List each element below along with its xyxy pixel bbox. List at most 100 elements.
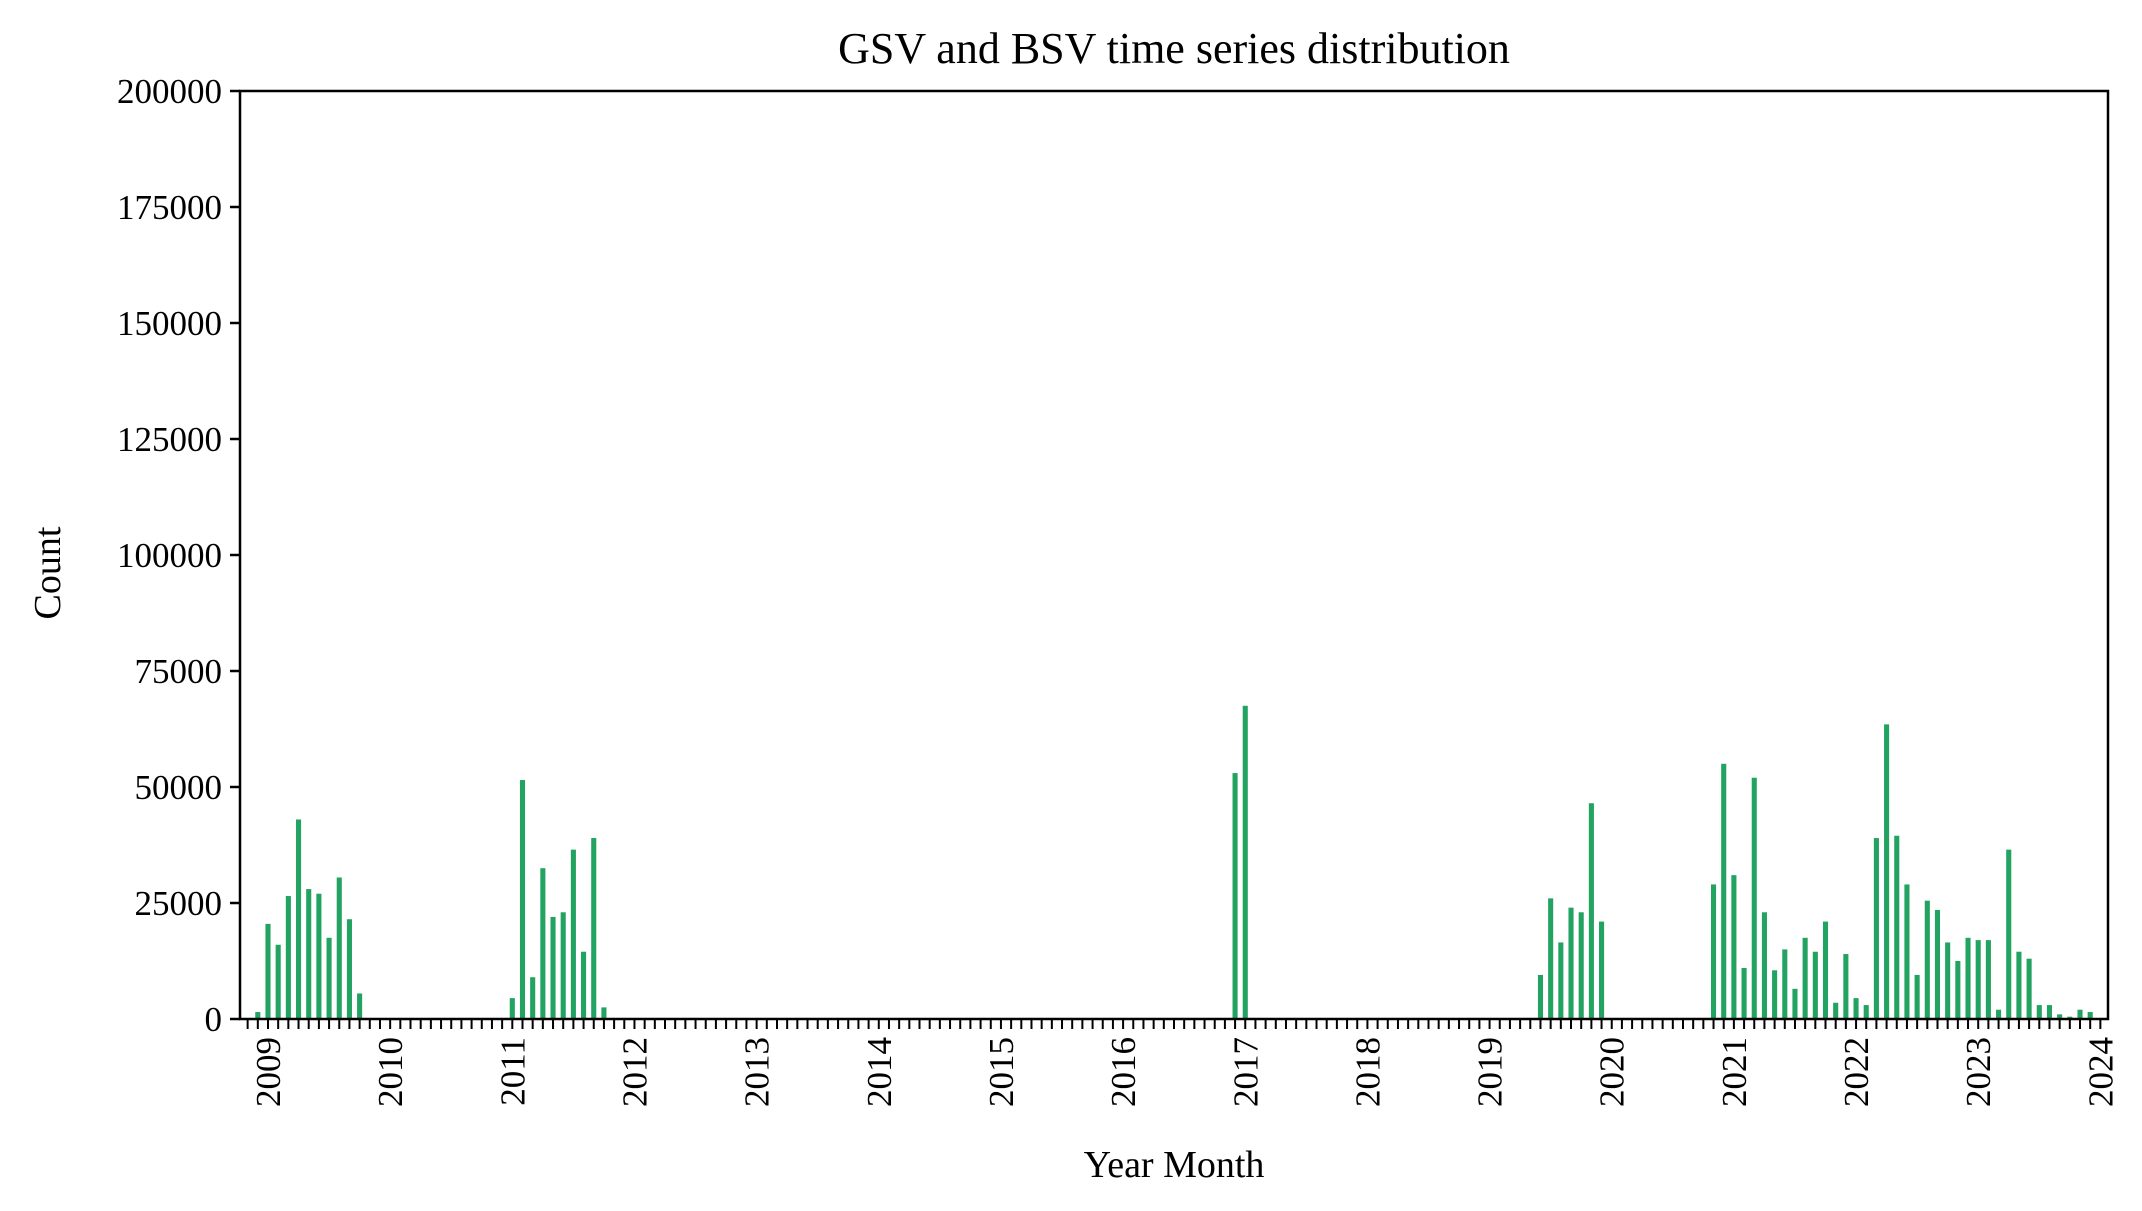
bar (1833, 1002, 1839, 1019)
bar (1578, 912, 1584, 1019)
bar (1863, 1005, 1869, 1019)
bar (2016, 951, 2022, 1019)
x-tick-label: 2022 (1837, 1037, 1876, 1107)
x-tick-label: 2020 (1593, 1037, 1632, 1107)
y-tick-label: 125000 (117, 420, 222, 459)
bar (295, 819, 302, 1019)
bar (1568, 907, 1574, 1019)
bar (1792, 988, 1798, 1019)
bar (316, 893, 322, 1019)
chart-title: GSV and BSV time series distribution (838, 24, 1510, 73)
bar (275, 944, 281, 1019)
bar (1242, 705, 1248, 1019)
bar (1599, 921, 1605, 1019)
x-tick-label: 2010 (371, 1037, 410, 1107)
x-tick-label: 2024 (2081, 1037, 2120, 1107)
y-tick-label: 75000 (135, 652, 223, 691)
bar (1884, 724, 1890, 1019)
bar (530, 977, 536, 1019)
bar (2036, 1005, 2042, 1019)
bar (2026, 958, 2032, 1019)
y-tick-label: 150000 (117, 304, 222, 343)
bars-group (255, 705, 2093, 1019)
bar (591, 838, 597, 1019)
bar (1955, 961, 1961, 1019)
bar (2046, 1005, 2053, 1019)
bar (265, 923, 271, 1019)
bar (550, 916, 556, 1019)
bar (1537, 974, 1544, 1019)
bar (1731, 875, 1737, 1019)
x-tick-label: 2021 (1715, 1037, 1754, 1107)
bar (1924, 900, 1930, 1019)
bar (2077, 1009, 2083, 1019)
bar (1548, 898, 1554, 1019)
bar (1985, 940, 1991, 1019)
bar (1965, 937, 1971, 1019)
x-tick-label: 2017 (1226, 1037, 1265, 1107)
bar (1761, 912, 1767, 1019)
x-tick-label: 2014 (860, 1037, 899, 1107)
bar (2057, 1014, 2063, 1019)
y-tick-label: 100000 (117, 536, 222, 575)
x-tick-label: 2009 (249, 1037, 288, 1107)
bar (1751, 777, 1757, 1019)
bar (1782, 949, 1788, 1019)
x-tick-label: 2015 (982, 1037, 1021, 1107)
bar (346, 919, 352, 1019)
bar (1945, 942, 1951, 1019)
bar (1873, 838, 1879, 1019)
bar (601, 1007, 607, 1019)
plot-frame (238, 89, 2110, 1021)
bar (519, 780, 526, 1019)
bar (540, 868, 546, 1019)
bar (1904, 884, 1910, 1019)
y-tick-label: 175000 (117, 188, 222, 227)
x-axis-ticks: 2009 2010 2011 2012 2013 2014 2015 2016 2017 2018… (246, 1019, 2120, 1107)
bar (1772, 970, 1778, 1019)
y-tick-label: 200000 (117, 72, 222, 111)
y-axis-label: Count (27, 526, 69, 619)
bar (1721, 763, 1727, 1019)
bar (570, 849, 576, 1019)
bar (1914, 974, 1920, 1019)
x-tick-label: 2016 (1104, 1037, 1143, 1107)
bar (336, 877, 342, 1019)
bar (1843, 954, 1849, 1019)
bar (2087, 1012, 2093, 1019)
x-tick-label: 2013 (738, 1037, 777, 1107)
bar (255, 1012, 261, 1019)
bar (2006, 849, 2012, 1019)
bar (1812, 951, 1818, 1019)
bar (1975, 940, 1981, 1019)
y-tick-label: 25000 (135, 884, 223, 923)
x-tick-label: 2012 (615, 1037, 654, 1107)
bar (509, 998, 515, 1019)
bar (1934, 909, 1941, 1019)
y-axis-ticks: 0 25000 50000 75000 100000 125000 150000 175000… (117, 72, 240, 1039)
bar (1894, 835, 1900, 1019)
bar (560, 912, 566, 1019)
x-axis-label: Year Month (1084, 1144, 1265, 1186)
x-tick-label: 2019 (1471, 1037, 1510, 1107)
bar (1996, 1009, 2002, 1019)
bar (285, 896, 291, 1019)
x-tick-label: 2018 (1348, 1037, 1387, 1107)
bar (306, 889, 312, 1019)
bar (1232, 773, 1238, 1019)
bar (1802, 937, 1808, 1019)
bar (1822, 921, 1829, 1019)
y-tick-label: 0 (205, 1000, 223, 1039)
x-tick-label: 2023 (1959, 1037, 1998, 1107)
bar (1710, 884, 1717, 1019)
bar (1558, 942, 1564, 1019)
bar (357, 993, 363, 1019)
bar (581, 951, 587, 1019)
bar (1741, 967, 1747, 1019)
x-tick-label: 2011 (493, 1037, 532, 1106)
y-tick-label: 50000 (135, 768, 223, 807)
bar (326, 937, 332, 1019)
bar (1853, 998, 1859, 1019)
bar (1588, 803, 1594, 1019)
